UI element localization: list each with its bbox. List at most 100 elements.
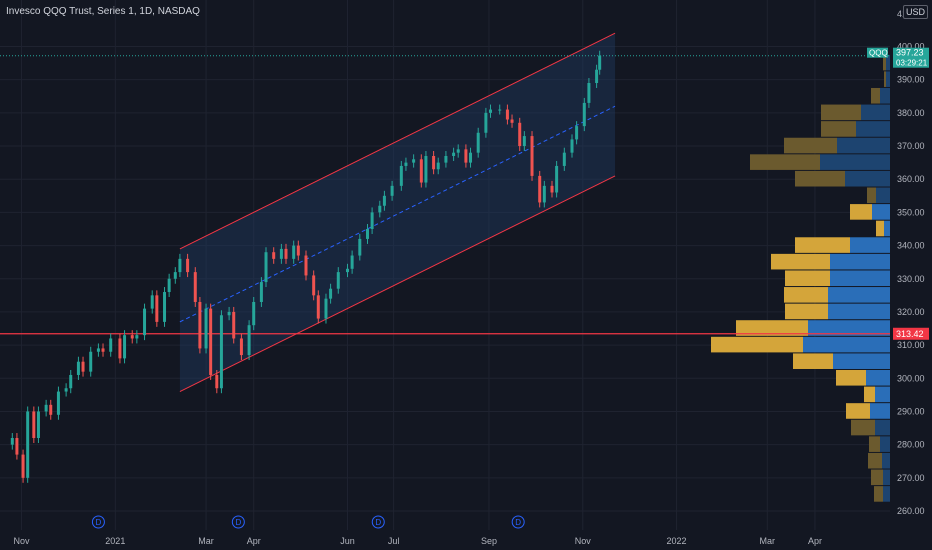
candle-body[interactable]	[350, 255, 354, 269]
candle-body[interactable]	[489, 109, 493, 113]
candle-body[interactable]	[89, 351, 93, 372]
candle-body[interactable]	[219, 315, 223, 389]
candle-body[interactable]	[204, 308, 208, 349]
candle-body[interactable]	[522, 136, 526, 147]
candle-body[interactable]	[404, 162, 408, 166]
candle-body[interactable]	[150, 295, 154, 309]
channel-upper-line[interactable]	[179, 32, 616, 250]
candle-body[interactable]	[316, 295, 320, 319]
candle-body[interactable]	[542, 185, 546, 203]
candle-body[interactable]	[424, 155, 428, 183]
candle-body[interactable]	[193, 272, 197, 302]
dividend-marker[interactable]	[231, 515, 245, 529]
candle-body[interactable]	[81, 361, 85, 372]
candle-body[interactable]	[312, 275, 316, 296]
candle-body[interactable]	[247, 325, 251, 356]
candle-body[interactable]	[436, 162, 440, 170]
dividend-marker[interactable]	[511, 515, 525, 529]
candle-body[interactable]	[432, 155, 436, 170]
candle-body[interactable]	[163, 292, 167, 322]
channel-lower-line[interactable]	[179, 175, 616, 393]
candle-body[interactable]	[186, 258, 190, 273]
candle-body[interactable]	[452, 152, 456, 156]
candle-body[interactable]	[419, 159, 423, 183]
candle-body[interactable]	[76, 361, 80, 375]
candle-body[interactable]	[15, 438, 19, 455]
candle-body[interactable]	[198, 301, 202, 349]
candle-body[interactable]	[284, 248, 288, 259]
candle-body[interactable]	[570, 139, 574, 153]
candle-body[interactable]	[555, 165, 559, 193]
candle-body[interactable]	[259, 282, 263, 302]
candle-body[interactable]	[32, 411, 36, 439]
candle-body[interactable]	[279, 248, 283, 259]
candle-body[interactable]	[575, 126, 579, 140]
candle-body[interactable]	[336, 272, 340, 289]
candle-body[interactable]	[324, 298, 328, 319]
candle-body[interactable]	[464, 149, 468, 163]
candle-body[interactable]	[518, 122, 522, 147]
candle-body[interactable]	[370, 212, 374, 229]
candle-body[interactable]	[510, 119, 514, 123]
candle-body[interactable]	[456, 149, 460, 153]
dividend-marker[interactable]	[371, 515, 385, 529]
candle-body[interactable]	[109, 338, 113, 352]
candle-body[interactable]	[232, 311, 236, 339]
candle-body[interactable]	[329, 288, 333, 299]
symbol-title[interactable]: Invesco QQQ Trust, Series 1, 1D, NASDAQ	[6, 6, 200, 17]
candle-body[interactable]	[530, 136, 534, 176]
candle-body[interactable]	[550, 185, 554, 193]
candle-body[interactable]	[44, 404, 48, 412]
candle-body[interactable]	[476, 132, 480, 153]
candle-body[interactable]	[56, 391, 60, 415]
candle-body[interactable]	[382, 195, 386, 206]
candle-body[interactable]	[96, 348, 100, 352]
candle-body[interactable]	[227, 311, 231, 316]
candle-body[interactable]	[64, 388, 68, 392]
candle-body[interactable]	[505, 109, 509, 120]
candle-body[interactable]	[469, 152, 473, 163]
candle-body[interactable]	[10, 438, 14, 445]
candle-body[interactable]	[582, 102, 586, 127]
candle-body[interactable]	[26, 411, 30, 478]
candle-body[interactable]	[178, 258, 182, 273]
candle-body[interactable]	[69, 374, 73, 389]
candle-body[interactable]	[304, 255, 308, 276]
candle-body[interactable]	[130, 335, 134, 339]
candle-body[interactable]	[264, 252, 268, 283]
candle-body[interactable]	[215, 374, 219, 389]
candle-body[interactable]	[292, 245, 296, 259]
dividend-marker[interactable]	[91, 515, 105, 529]
candle-body[interactable]	[365, 228, 369, 239]
candle-body[interactable]	[378, 205, 382, 213]
candle-body[interactable]	[498, 109, 502, 111]
candle-body[interactable]	[21, 454, 25, 478]
candle-body[interactable]	[155, 295, 159, 322]
candle-body[interactable]	[562, 152, 566, 166]
channel-middle-line[interactable]	[179, 105, 616, 323]
currency-label[interactable]: USD	[903, 5, 929, 19]
candle-body[interactable]	[484, 112, 488, 133]
candle-body[interactable]	[173, 272, 177, 279]
candle-body[interactable]	[252, 301, 256, 326]
candle-body[interactable]	[538, 175, 542, 203]
candle-body[interactable]	[101, 348, 105, 352]
candle-body[interactable]	[123, 335, 127, 359]
candle-body[interactable]	[399, 165, 403, 186]
candle-body[interactable]	[167, 278, 171, 293]
candle-body[interactable]	[358, 238, 362, 256]
candle-body[interactable]	[239, 338, 243, 356]
candle-body[interactable]	[272, 252, 276, 259]
candle-body[interactable]	[390, 185, 394, 196]
candle-body[interactable]	[598, 55, 602, 70]
candle-body[interactable]	[118, 338, 122, 359]
candle-body[interactable]	[135, 335, 139, 339]
candle-body[interactable]	[444, 155, 448, 163]
candle-body[interactable]	[412, 159, 416, 163]
candle-body[interactable]	[49, 404, 53, 415]
candle-body[interactable]	[587, 82, 591, 103]
candle-body[interactable]	[209, 308, 213, 375]
candle-body[interactable]	[143, 308, 147, 336]
candle-body[interactable]	[36, 411, 40, 439]
candle-body[interactable]	[346, 268, 350, 273]
